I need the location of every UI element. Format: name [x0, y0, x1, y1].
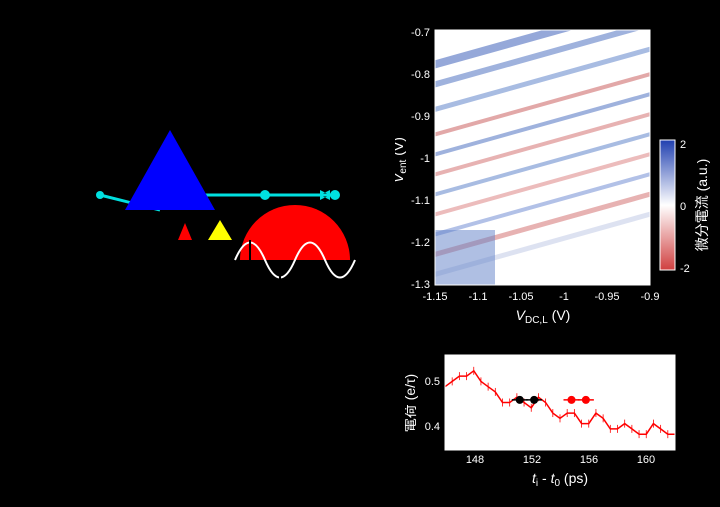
ytick: -0.8 — [411, 69, 430, 81]
xtick: 160 — [637, 454, 655, 466]
xtick: 148 — [466, 454, 484, 466]
colorbar — [660, 140, 675, 270]
cyan-marker — [96, 191, 104, 199]
heatmap-xticks: -1.15 -1.1 -1.05 -1 -0.95 -0.9 — [422, 291, 659, 303]
red-small-peak — [178, 223, 192, 240]
xtick: -1.1 — [469, 291, 488, 303]
heatmap-panel: -0.7 -0.8 -0.9 -1 -1.1 -1.2 -1.3 -1.15 -… — [395, 20, 715, 330]
xtick: -1 — [559, 291, 569, 303]
left-diagram — [40, 25, 370, 295]
cyan-marker-3 — [330, 190, 340, 200]
heatmap-xlabel: VDC,L (V) — [516, 307, 571, 326]
cbar-tick: 0 — [680, 201, 686, 213]
ytick: -1.3 — [411, 279, 430, 291]
cbar-tick: 2 — [680, 139, 686, 151]
ytick: -0.7 — [411, 27, 430, 39]
ytick: 0.5 — [425, 376, 440, 388]
colorbar-label: 微分電流 (a.u.) — [694, 159, 710, 252]
xtick: -1.05 — [508, 291, 533, 303]
yellow-triangle — [208, 220, 232, 240]
black-curve — [155, 99, 177, 120]
lineplot-panel: 0.4 0.5 148 152 156 160 ti - t0 (ps) 電荷 … — [405, 345, 705, 500]
ytick: -1.2 — [411, 237, 430, 249]
xtick: 152 — [523, 454, 541, 466]
lineplot-ylabel: 電荷 (e/τ) — [405, 374, 418, 432]
heatmap-ylabel: Vent (V) — [395, 137, 409, 183]
heatmap-stripes — [415, 20, 665, 285]
ytick: -0.9 — [411, 111, 430, 123]
xtick: -0.9 — [641, 291, 660, 303]
xtick: 156 — [580, 454, 598, 466]
blue-triangle — [125, 130, 215, 210]
xtick: -0.95 — [594, 291, 619, 303]
lineplot-bg — [445, 355, 675, 450]
lineplot-xlabel: ti - t0 (ps) — [532, 470, 588, 489]
cyan-marker-2 — [260, 190, 270, 200]
heatmap-yticks: -0.7 -0.8 -0.9 -1 -1.1 -1.2 -1.3 — [411, 27, 430, 291]
ytick: -1.1 — [411, 195, 430, 207]
red-half-circle — [240, 205, 350, 260]
ytick: -1 — [420, 153, 430, 165]
xtick: -1.15 — [422, 291, 447, 303]
cbar-tick: -2 — [680, 263, 690, 275]
ytick: 0.4 — [425, 421, 440, 433]
